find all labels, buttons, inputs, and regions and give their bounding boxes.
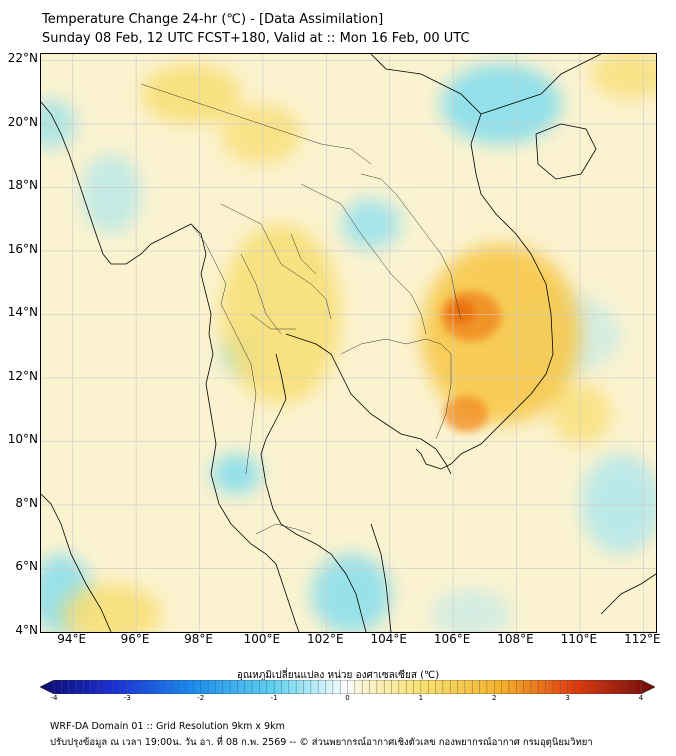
map-title: Temperature Change 24-hr (℃) - [Data Ass… [42, 12, 384, 27]
lat-label: 16°N [7, 241, 38, 256]
coastline-north [480, 54, 602, 115]
hot-anomaly-areas [441, 291, 501, 432]
warm-area-sea [551, 384, 611, 444]
lat-label: 20°N [7, 114, 38, 129]
coastlines [41, 54, 656, 632]
lat-label: 4°N [15, 623, 38, 637]
temperature-map [41, 54, 656, 632]
footer-update-info: ปรับปรุงข้อมูล ณ เวลา 19:00น. วัน อา. ที… [50, 737, 593, 748]
lon-label: 112°E [624, 632, 661, 646]
lon-label: 98°E [184, 632, 213, 646]
border-laos-vietnam [360, 173, 462, 320]
hot-area-cambodia-south [444, 396, 488, 432]
coastline-gulf-thailand [260, 353, 367, 632]
colorbar-tick-label: 1 [418, 694, 424, 702]
lat-label: 8°N [15, 495, 38, 510]
borders [140, 83, 462, 535]
lat-label: 22°N [7, 51, 38, 66]
colorbar-ticklines [53, 680, 642, 694]
coastline-hainan [535, 123, 597, 180]
warm-area-north [141, 64, 241, 124]
border-myanmar-thailand [190, 223, 257, 475]
lat-label: 18°N [7, 178, 38, 193]
colorbar-title: อุณหภูมิเปลี่ยนแปลง หน่วย องศาเซลเซียส (… [236, 670, 440, 681]
lon-label: 100°E [243, 632, 281, 646]
colorbar-tick-label: 2 [492, 694, 497, 702]
lon-label: 96°E [120, 632, 150, 646]
border-malaysia [255, 523, 312, 535]
colorbar-tick-label: -4 [50, 694, 58, 702]
cold-area-east [581, 454, 656, 554]
hot-core [447, 300, 475, 324]
lon-label: 94°E [57, 632, 87, 646]
colorbar-tick-label: -3 [123, 694, 131, 702]
cold-area-gulf-of-tonkin [441, 64, 561, 144]
lat-label: 10°N [7, 432, 38, 447]
coastline-sumatra [41, 493, 112, 632]
coastline-borneo [600, 573, 656, 615]
lon-label: 110°E [560, 632, 598, 646]
coastline-malaysia-east [370, 523, 392, 632]
gridlines [41, 54, 656, 632]
coastline-thai-gulf-north [285, 333, 452, 475]
border-thai-provinces [220, 203, 332, 335]
map-panel [40, 53, 657, 633]
border-laos [300, 183, 427, 335]
cold-area-andaman [211, 454, 261, 494]
coastline-vietnam-east [370, 54, 554, 465]
lon-label: 108°E [497, 632, 534, 646]
cold-area-south [311, 554, 391, 632]
cold-area-south-east [431, 589, 511, 632]
footer-model-info: WRF-DA Domain 01 :: Grid Resolution 9km … [50, 721, 285, 732]
warm-area-cambodia [421, 244, 581, 424]
border-cambodia [340, 338, 452, 440]
cold-area-myanmar-coast [81, 154, 141, 234]
colorbar [40, 680, 655, 694]
lat-label: 6°N [15, 559, 38, 574]
colorbar-tick-label: -2 [197, 694, 205, 702]
colorbar-tick-label: 0 [345, 694, 350, 702]
border-china [140, 83, 372, 165]
cold-area-laos [341, 199, 401, 249]
lon-label: 106°E [433, 632, 471, 646]
colorbar-tick-label: 3 [565, 694, 570, 702]
lat-label: 14°N [7, 305, 38, 320]
coastline-mekong [415, 448, 452, 470]
warm-area-north-2 [221, 104, 301, 164]
lat-label: 12°N [7, 368, 38, 383]
colorbar-tick-label: -1 [270, 694, 278, 702]
colorbar-tick-label: 4 [638, 694, 644, 702]
lon-label: 104°E [370, 632, 407, 646]
warm-area-northeast [591, 54, 656, 99]
map-subtitle: Sunday 08 Feb, 12 UTC FCST+180, Valid at… [42, 31, 470, 46]
coastline-myanmar-west [41, 101, 300, 632]
lon-label: 102°E [307, 632, 344, 646]
